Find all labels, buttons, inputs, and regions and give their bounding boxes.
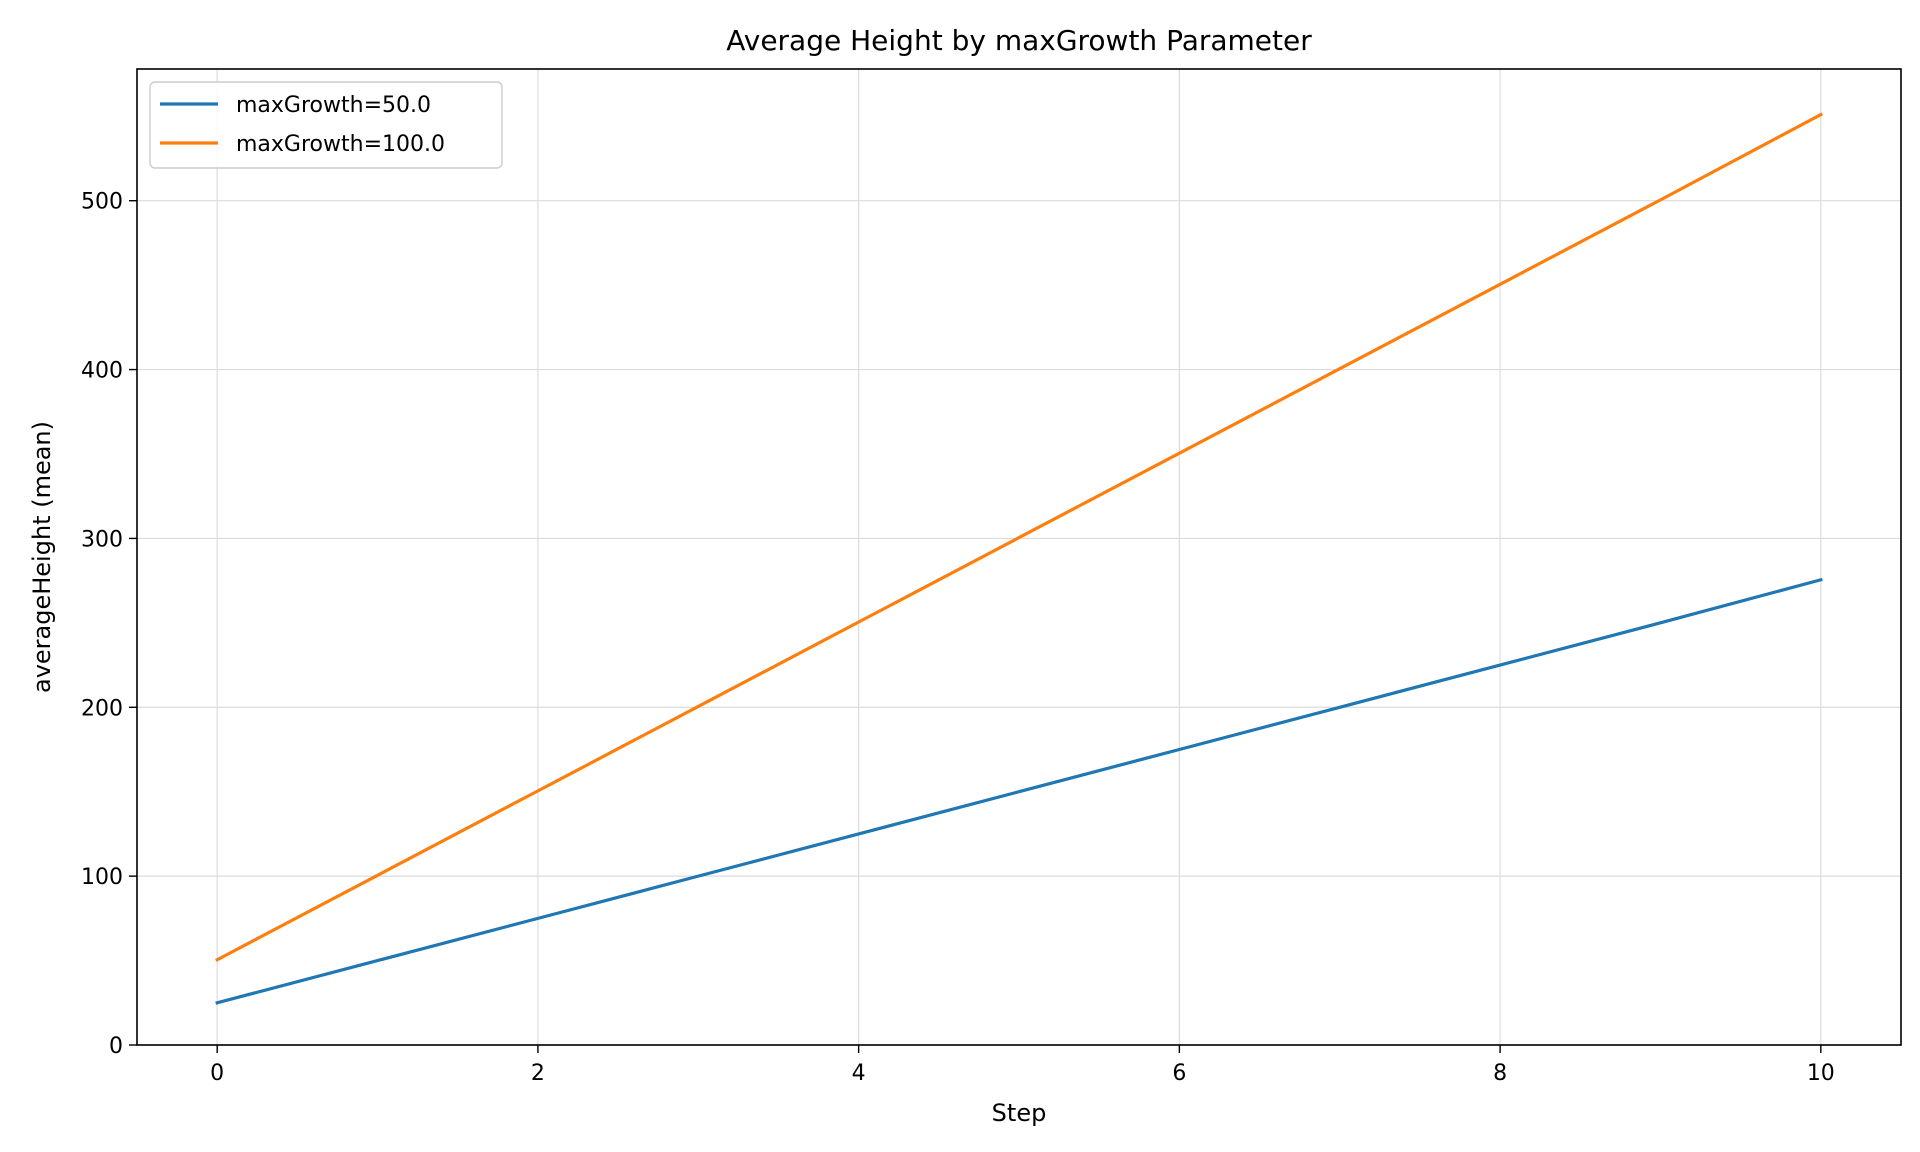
x-tick-label: 2: [531, 1061, 545, 1086]
x-axis-ticks: 0 2 4 6 8 10: [210, 1045, 1835, 1086]
series-line-1: [215, 577, 1823, 1005]
legend-box: [149, 81, 503, 169]
x-tick-label: 8: [1493, 1061, 1507, 1086]
chart-title: Average Height by maxGrowth Parameter: [726, 24, 1312, 57]
plot-area-frame: [136, 68, 1902, 1046]
y-axis-label: averageHeight (mean): [28, 421, 56, 693]
y-axis-ticks: 0 100 200 300 400 500: [81, 190, 137, 1059]
y-tick-label: 300: [81, 527, 123, 552]
legend: maxGrowth=50.0 maxGrowth=100.0: [149, 81, 503, 169]
x-tick-label: 4: [852, 1061, 866, 1086]
x-tick-label: 6: [1172, 1061, 1186, 1086]
x-tick-label: 10: [1807, 1061, 1835, 1086]
y-tick-label: 400: [81, 359, 123, 384]
series-line-2: [215, 112, 1823, 962]
y-tick-label: 100: [81, 865, 123, 890]
y-tick-label: 0: [109, 1034, 123, 1059]
legend-label-2: maxGrowth=100.0: [236, 132, 445, 157]
x-tick-label: 0: [210, 1061, 224, 1086]
legend-label-1: maxGrowth=50.0: [236, 93, 431, 118]
y-tick-label: 500: [81, 190, 123, 215]
y-tick-label: 200: [81, 696, 123, 721]
series-lines: [215, 112, 1823, 1005]
x-axis-label: Step: [992, 1099, 1047, 1127]
